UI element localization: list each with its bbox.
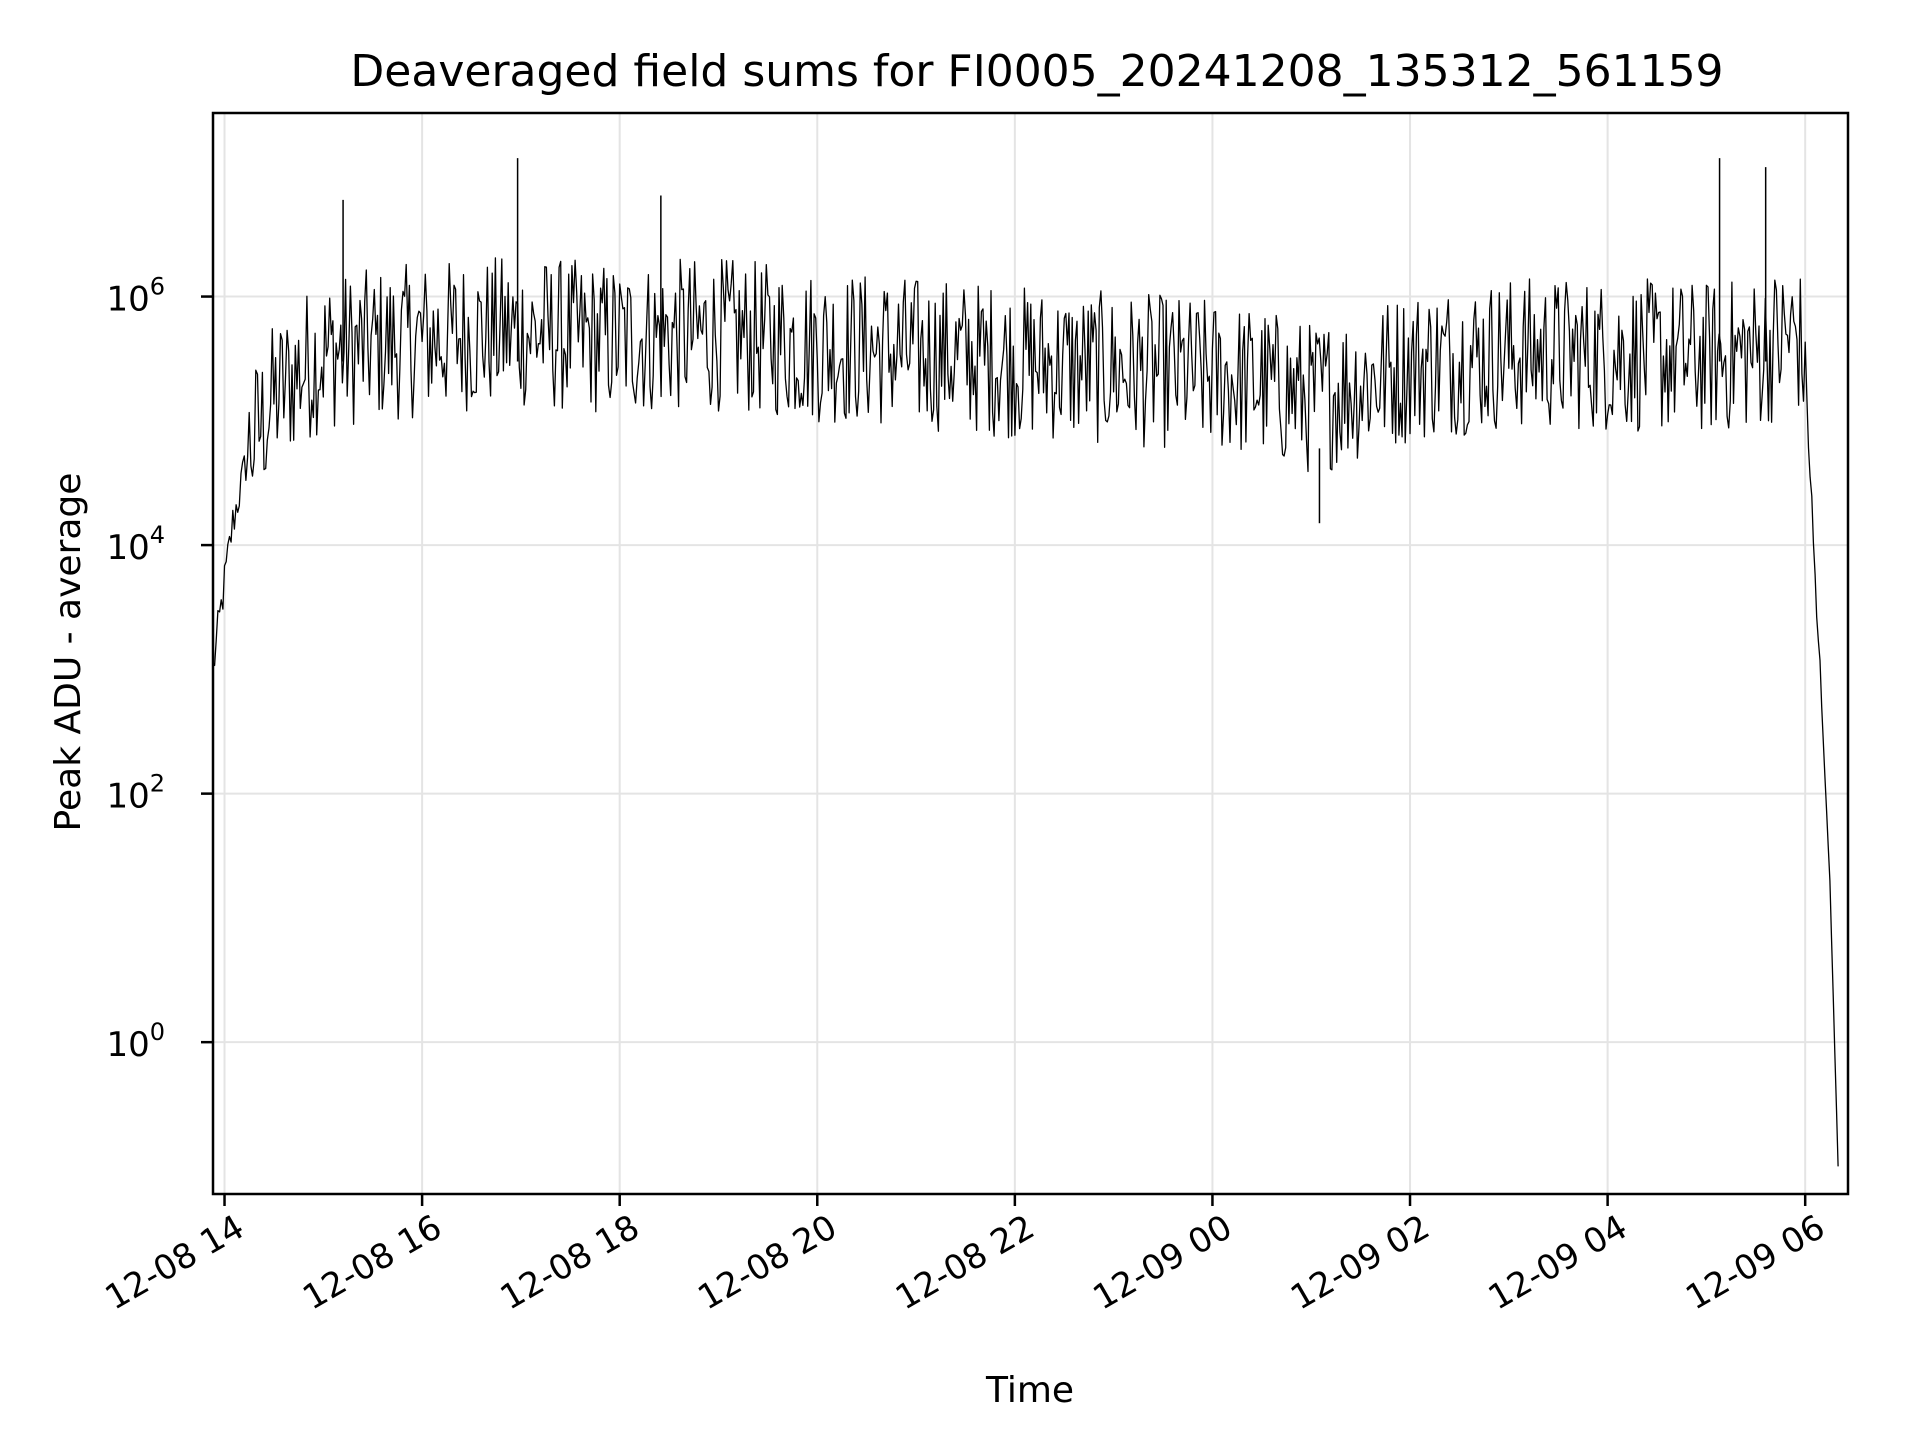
series-line [212, 257, 1839, 1167]
series-layer [212, 158, 1839, 1167]
y-axis: 100 102 104 106 [106, 273, 213, 1065]
x-axis-label: Time [985, 1370, 1074, 1411]
y-tick-label: 104 [106, 521, 165, 568]
y-tick-label: 102 [106, 770, 165, 817]
plot-frame [211, 111, 1850, 1196]
y-axis-label: Peak ADU - average [48, 473, 89, 832]
chart-title: Deaveraged field sums for FI0005_2024120… [350, 46, 1723, 97]
y-tick-label: 106 [106, 273, 165, 320]
y-tick-label: 100 [106, 1018, 165, 1065]
